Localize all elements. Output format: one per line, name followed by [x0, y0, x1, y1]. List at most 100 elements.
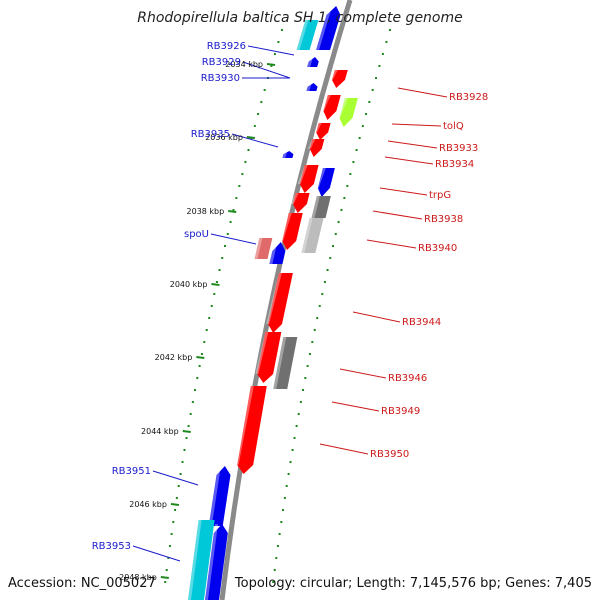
- gene-highlight: [273, 337, 287, 389]
- ruler-dot: [187, 425, 190, 427]
- gene-highlight: [297, 165, 308, 184]
- ruler-dot: [302, 389, 305, 391]
- leader-line: [384, 156, 434, 165]
- gene-track: [188, 6, 358, 600]
- gene-highlight: [314, 123, 322, 133]
- gene-highlight: [296, 20, 309, 50]
- gene-highlight: [269, 242, 278, 264]
- ruler-dot: [213, 293, 216, 295]
- leader-line: [247, 45, 295, 56]
- leader-line: [331, 401, 380, 412]
- ruler-dot: [218, 269, 221, 271]
- ruler-dot: [260, 101, 263, 103]
- gene-rb3940: [301, 218, 324, 253]
- gene-highlight: [290, 193, 299, 204]
- kbp-tick-label: 2040 kbp: [170, 280, 208, 289]
- leader-line: [242, 61, 291, 79]
- ruler-dot: [306, 365, 309, 367]
- ruler-dot: [343, 197, 346, 199]
- gene-label-reverse: RB3938: [424, 214, 463, 225]
- ruler-dot: [291, 449, 294, 451]
- ruler-dot: [164, 581, 167, 583]
- ruler-dot: [165, 569, 168, 571]
- kbp-tick-mark: [182, 430, 191, 433]
- gene-rb3933: [316, 123, 331, 140]
- ruler-dot: [181, 461, 184, 463]
- ruler-dot: [311, 341, 314, 343]
- leader-line: [231, 133, 279, 148]
- gene-spou: [269, 242, 286, 264]
- gene-label-forward: RB3951: [112, 466, 151, 477]
- gene-rb3930: [306, 83, 318, 91]
- gene-trpg: [317, 168, 335, 197]
- ruler-dot: [198, 365, 201, 367]
- ruler-dot: [293, 437, 296, 439]
- ruler-dot: [194, 389, 197, 391]
- leader-line: [152, 470, 199, 486]
- gene-rb3946: [273, 337, 298, 389]
- ruler-dot: [208, 317, 211, 319]
- gene-spou-a: [254, 238, 273, 259]
- leader-line: [210, 233, 257, 245]
- ruler-dot: [170, 533, 173, 535]
- gene-highlight: [280, 213, 292, 241]
- ruler-dot: [183, 449, 186, 451]
- ruler-dot: [371, 89, 374, 91]
- kbp-tick-label: 2046 kbp: [129, 500, 167, 509]
- ruler-dot: [189, 413, 192, 415]
- gene-highlight: [301, 218, 313, 253]
- ruler-dot: [334, 233, 337, 235]
- gene-rb3950: [237, 386, 267, 474]
- gene-rb3953: [188, 520, 215, 600]
- ruler-dot: [253, 125, 256, 127]
- ruler-dot: [323, 281, 326, 283]
- ruler-dot: [321, 293, 324, 295]
- gene-highlight: [282, 151, 288, 158]
- ruler-dot: [295, 425, 298, 427]
- ruler-dot: [287, 473, 290, 475]
- ruler-dot: [241, 173, 244, 175]
- accession-text: Accession: NC_005027: [8, 576, 156, 591]
- ruler-dot: [205, 329, 208, 331]
- leader-line: [387, 140, 438, 149]
- ruler-dot: [297, 413, 300, 415]
- kbp-tick-mark: [196, 356, 205, 359]
- ruler-dot: [179, 473, 182, 475]
- ruler-dot: [191, 401, 194, 403]
- ruler-dot: [368, 101, 371, 103]
- kbp-ticks: 2034 kbp 2036 kbp 2038 kbp 2040 kbp 2042 kbp…: [119, 60, 276, 582]
- gene-label-forward: RB3953: [92, 541, 131, 552]
- kbp-tick-label: 2036 kbp: [205, 133, 243, 142]
- kbp-tick-mark: [246, 136, 256, 139]
- ruler-dot: [232, 209, 235, 211]
- ruler-dot: [215, 281, 218, 283]
- ruler-dot: [244, 161, 247, 163]
- ruler-dot: [329, 257, 332, 259]
- ruler-dot: [185, 437, 188, 439]
- leader-line: [366, 239, 417, 249]
- ruler-dot: [273, 569, 276, 571]
- kbp-tick-mark: [211, 283, 220, 286]
- ruler-dot: [229, 221, 232, 223]
- leader-line: [132, 545, 181, 562]
- gene-red-9: [257, 332, 282, 383]
- ruler-dot: [313, 329, 316, 331]
- ruler-dot: [273, 53, 276, 55]
- gene-label-forward: RB3930: [201, 73, 240, 84]
- gene-label-forward: RB3935: [191, 129, 230, 140]
- ruler-dot: [235, 197, 238, 199]
- ruler-dot: [361, 125, 364, 127]
- gene-blue-top: [316, 6, 341, 50]
- ruler-dot: [172, 521, 175, 523]
- kbp-tick-label: 2048 kbp: [119, 573, 157, 582]
- gene-label-reverse: trpG: [429, 190, 451, 201]
- gene-highlight: [255, 332, 269, 374]
- ruler-dot: [276, 545, 279, 547]
- ruler-dot: [385, 41, 388, 43]
- gene-highlight: [315, 168, 326, 188]
- ruler-dot: [285, 485, 288, 487]
- gene-labels: RB3926 RB3929 RB3930 RB3935 spoU RB3951 RB3953…: [92, 41, 489, 552]
- gene-highlight: [266, 273, 282, 324]
- gene-red-2: [323, 95, 341, 120]
- ruler-dot: [210, 305, 213, 307]
